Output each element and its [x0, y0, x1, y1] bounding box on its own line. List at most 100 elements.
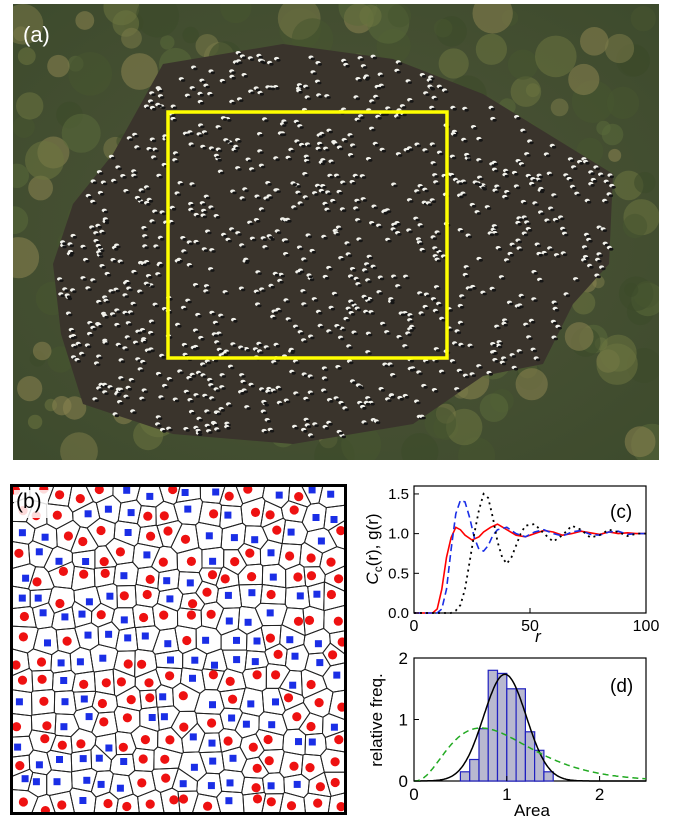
blue-point [85, 713, 93, 721]
blue-point [190, 763, 198, 771]
red-point [306, 553, 316, 563]
red-point [289, 505, 299, 515]
red-point [145, 693, 155, 703]
voronoi-border [10, 484, 347, 815]
blue-point [224, 511, 232, 519]
panel-label-a: (a) [23, 22, 50, 47]
red-point [178, 691, 188, 701]
red-point [119, 591, 129, 601]
y-tick-label-d: 1 [399, 711, 408, 730]
blue-point [105, 630, 113, 638]
red-point [326, 557, 336, 567]
red-point [206, 609, 216, 619]
red-point [207, 718, 217, 728]
blue-point [286, 636, 294, 644]
red-point [248, 742, 258, 752]
blue-point [272, 698, 279, 706]
x-axis-label-d: Area [514, 801, 550, 817]
blue-point [308, 738, 316, 746]
red-point [286, 801, 297, 811]
x-tick-label-d: 0 [409, 785, 418, 804]
blue-point [61, 698, 69, 706]
blue-point [189, 733, 197, 741]
red-point [161, 773, 171, 783]
blue-point [164, 640, 172, 648]
blue-point [14, 743, 22, 751]
histogram-bar [524, 731, 536, 782]
red-point [79, 569, 89, 579]
red-point [138, 754, 148, 764]
red-point [264, 756, 274, 766]
histogram-bar [478, 728, 489, 782]
red-point [250, 507, 261, 517]
red-point [224, 491, 234, 501]
blue-point [166, 595, 174, 603]
red-point [42, 721, 52, 731]
blue-point [84, 510, 92, 518]
blue-point [316, 659, 324, 667]
red-point [55, 490, 65, 500]
blue-point [57, 659, 65, 667]
blue-point [230, 534, 238, 542]
blue-point [127, 509, 135, 517]
blue-point [229, 754, 237, 762]
blue-point [123, 486, 131, 494]
red-point [283, 693, 294, 703]
red-point [39, 696, 49, 706]
aerial-photo-panel: (a) [13, 4, 659, 460]
red-point [330, 777, 340, 788]
blue-point [56, 756, 63, 763]
blue-point [76, 658, 84, 666]
area-histogram-panel: 0 1 2 0 1 2 relative freq. Area (d) [352, 648, 681, 820]
blue-point [228, 714, 236, 722]
red-point [57, 740, 67, 750]
y-axis-label-c: Cc(r), g(r) [363, 513, 385, 584]
red-point [145, 799, 155, 809]
blue-point [275, 491, 283, 499]
label-b-background [14, 490, 48, 518]
series-line-dotted [414, 492, 646, 614]
red-point [126, 695, 136, 705]
red-point [94, 484, 104, 495]
panel-label-b: (b) [16, 490, 42, 513]
red-point [208, 670, 218, 680]
blue-point [159, 693, 167, 701]
red-point [334, 735, 344, 745]
blue-point [267, 549, 275, 557]
red-point [252, 763, 262, 773]
red-point [179, 722, 189, 732]
red-point [305, 763, 315, 773]
blue-point [207, 782, 215, 790]
red-point [330, 757, 340, 767]
blue-point [191, 656, 199, 664]
red-point [266, 797, 276, 807]
red-point [78, 536, 88, 547]
red-point [137, 778, 147, 788]
voronoi-panel: (b) [10, 484, 347, 816]
blue-point [32, 778, 40, 786]
blue-point [120, 758, 128, 765]
red-point [271, 670, 281, 680]
red-point [202, 587, 212, 597]
blue-point [79, 797, 87, 804]
blue-point [247, 700, 255, 708]
blue-point [120, 572, 128, 580]
red-point [19, 611, 29, 622]
voronoi-diagram [10, 484, 347, 816]
blue-point [184, 505, 192, 513]
blue-point [212, 488, 220, 496]
red-point [15, 761, 25, 771]
red-point [304, 615, 315, 625]
y-tick-label-c: 1.0 [388, 526, 409, 543]
blue-point [41, 533, 49, 541]
blue-point [99, 654, 107, 662]
red-point [55, 598, 65, 609]
red-point [293, 616, 304, 626]
red-point [245, 548, 255, 558]
red-point [140, 735, 150, 745]
red-point [100, 568, 110, 578]
red-point [37, 674, 47, 684]
red-point [168, 484, 178, 495]
red-point [146, 531, 156, 541]
red-point [159, 511, 169, 521]
